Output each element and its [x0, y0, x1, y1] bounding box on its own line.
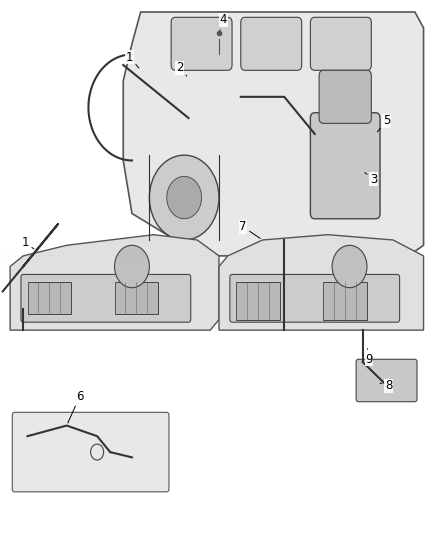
Circle shape [332, 245, 367, 288]
Text: 1: 1 [126, 51, 139, 68]
Text: 3: 3 [365, 173, 377, 185]
FancyBboxPatch shape [311, 113, 380, 219]
Text: 2: 2 [176, 61, 187, 76]
FancyBboxPatch shape [171, 17, 232, 70]
Text: 8: 8 [380, 379, 392, 392]
Polygon shape [237, 282, 280, 319]
Circle shape [115, 245, 149, 288]
FancyBboxPatch shape [241, 17, 302, 70]
Circle shape [167, 176, 201, 219]
Polygon shape [323, 282, 367, 319]
Polygon shape [123, 12, 424, 266]
Polygon shape [219, 235, 424, 330]
Text: 7: 7 [239, 220, 260, 238]
FancyBboxPatch shape [21, 274, 191, 322]
Polygon shape [115, 282, 158, 314]
Text: 1: 1 [21, 236, 34, 249]
Text: 6: 6 [68, 390, 84, 423]
Text: 9: 9 [365, 349, 373, 366]
Circle shape [149, 155, 219, 240]
Text: 5: 5 [378, 114, 390, 132]
FancyBboxPatch shape [230, 274, 399, 322]
FancyBboxPatch shape [311, 17, 371, 70]
Polygon shape [28, 282, 71, 314]
Polygon shape [10, 235, 219, 330]
FancyBboxPatch shape [12, 413, 169, 492]
FancyBboxPatch shape [356, 359, 417, 402]
FancyBboxPatch shape [319, 70, 371, 123]
Text: 4: 4 [219, 13, 227, 30]
